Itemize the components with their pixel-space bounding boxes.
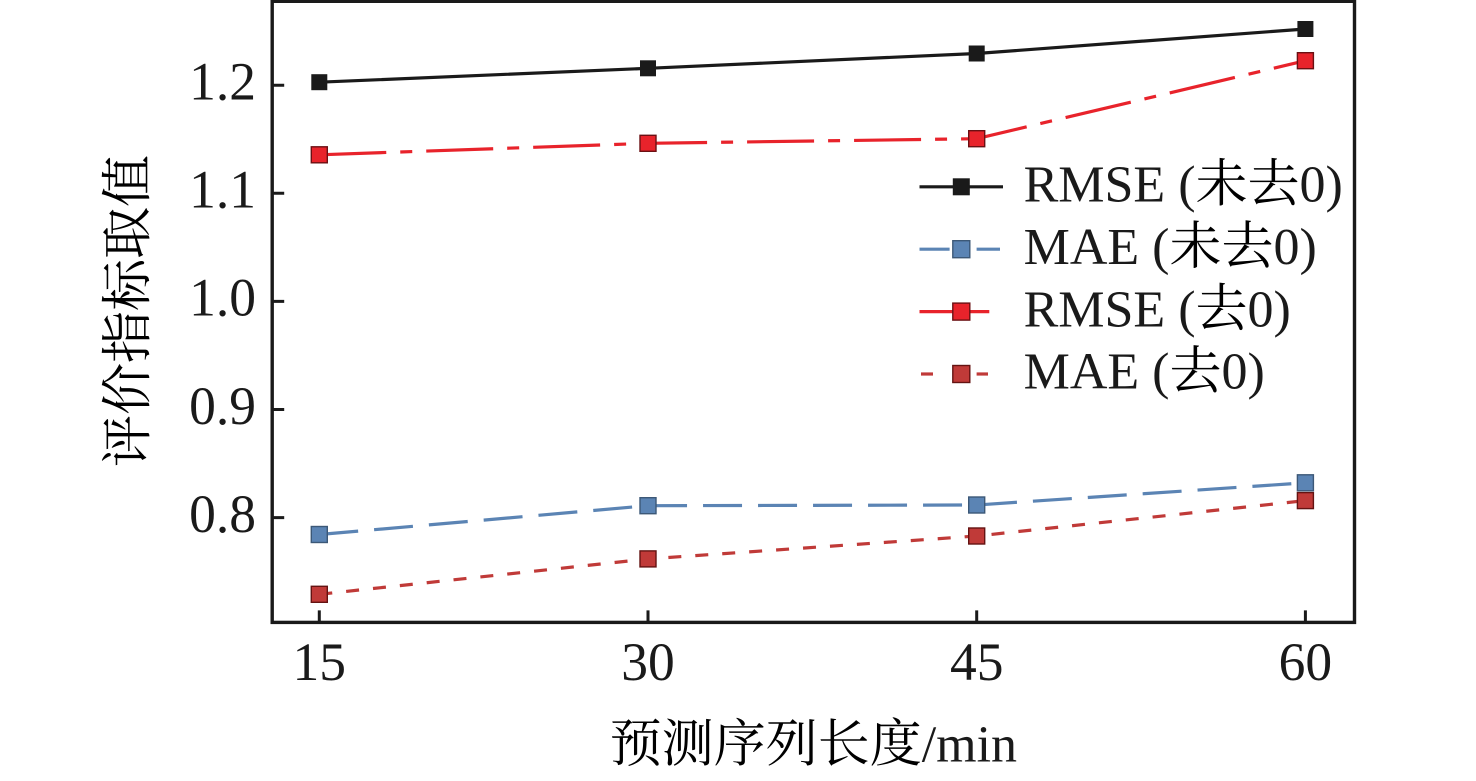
svg-text:MAE (: MAE ( xyxy=(1024,344,1170,401)
svg-text:0): 0) xyxy=(1248,281,1291,338)
svg-text:0): 0) xyxy=(1300,157,1343,214)
svg-text:/min: /min xyxy=(922,717,1017,774)
svg-text:0): 0) xyxy=(1274,219,1317,276)
svg-text:MAE (: MAE ( xyxy=(1024,219,1170,276)
svg-text:RMSE (: RMSE ( xyxy=(1024,281,1196,338)
svg-text:0.8: 0.8 xyxy=(189,484,256,544)
svg-text:0.9: 0.9 xyxy=(189,376,256,436)
svg-text:1.0: 1.0 xyxy=(189,268,256,328)
svg-text:1.1: 1.1 xyxy=(189,160,256,220)
svg-text:1.2: 1.2 xyxy=(189,52,256,112)
svg-text:15: 15 xyxy=(293,632,347,692)
svg-text:RMSE (: RMSE ( xyxy=(1024,157,1196,214)
svg-text:30: 30 xyxy=(621,632,675,692)
svg-text:45: 45 xyxy=(950,632,1004,692)
svg-text:60: 60 xyxy=(1279,632,1333,692)
svg-text:0): 0) xyxy=(1222,344,1265,401)
